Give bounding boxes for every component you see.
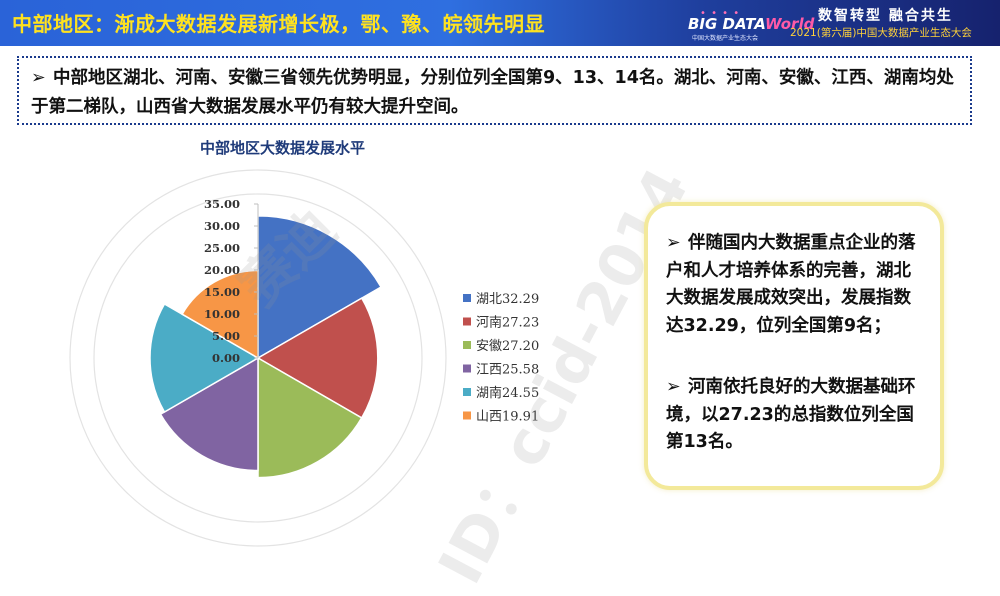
- pie-slice-湖南: [149, 302, 260, 414]
- bullet-arrow-icon: ➢: [666, 233, 681, 253]
- legend-label: 江西25.58: [476, 363, 539, 378]
- callout-point-1: ➢ 伴随国内大数据重点企业的落户和人才培养体系的完善，湖北大数据发展成效突出，发展…: [666, 230, 928, 340]
- bullet-arrow-icon: ➢: [666, 377, 681, 397]
- pie-slice-湖北: [257, 215, 383, 360]
- radial-tick-label: 0.00: [212, 351, 240, 365]
- chart-ring: [69, 169, 447, 547]
- legend-label: 湖南24.55: [476, 385, 539, 401]
- pie-slice-江西: [159, 356, 259, 472]
- legend-swatch: [463, 364, 471, 373]
- radial-tick-label: 25.00: [204, 241, 240, 255]
- polar-area-chart: 35.00 30.00 25.00 20.00 15.00 10.00 5.00 0.00 湖…: [69, 169, 539, 547]
- pie-slice-河南: [256, 297, 379, 419]
- radial-tick-label: 15.00: [204, 285, 240, 299]
- summary-body: 中部地区湖北、河南、安徽三省领先优势明显，分别位列全国第9、13、14名。湖北、…: [31, 68, 954, 117]
- legend-swatch: [463, 341, 471, 349]
- radial-tick-label: 10.00: [204, 307, 240, 321]
- legend-label: 安徽27.20: [476, 339, 539, 354]
- slogan: 数智转型 融合共生: [818, 8, 953, 24]
- pie-slice-安徽: [257, 356, 363, 479]
- bigdata-world-logo: • • • • BIG DATAWorld 中国大数据产业生态大会: [688, 6, 814, 42]
- summary-box: ➢ 中部地区湖北、河南、安徽三省领先优势明显，分别位列全国第9、13、14名。湖北…: [17, 56, 972, 125]
- legend-swatch: [463, 294, 471, 302]
- radial-tick-label: 5.00: [212, 329, 240, 343]
- radial-tick-label: 20.00: [204, 263, 240, 277]
- logo-text: BIG DATAWorld: [688, 15, 815, 33]
- legend-swatch: [463, 317, 471, 326]
- conference-name: 2021(第六届)中国大数据产业生态大会: [790, 27, 972, 39]
- callout-box: ➢ 伴随国内大数据重点企业的落户和人才培养体系的完善，湖北大数据发展成效突出，发展…: [644, 202, 944, 490]
- logo-dots-icon: • • • •: [700, 8, 741, 19]
- chart-ring: [93, 193, 423, 523]
- summary-text: ➢ 中部地区湖北、河南、安徽三省领先优势明显，分别位列全国第9、13、14名。湖北…: [31, 64, 966, 122]
- legend-swatch: [463, 411, 471, 420]
- logo-subtext: 中国大数据产业生态大会: [692, 35, 759, 42]
- legend-label: 山西19.91: [476, 410, 539, 425]
- radial-tick-label: 30.00: [204, 219, 240, 233]
- chart-title: 中部地区大数据发展水平: [200, 139, 366, 157]
- bullet-arrow-icon: ➢: [31, 68, 46, 88]
- legend-label: 河南27.23: [476, 315, 539, 331]
- legend-label: 湖北32.29: [476, 292, 539, 307]
- header-bar: 中部地区：渐成大数据发展新增长极，鄂、豫、皖领先明显 • • • • BIG D…: [0, 0, 1000, 46]
- page-title: 中部地区：渐成大数据发展新增长极，鄂、豫、皖领先明显: [12, 12, 545, 36]
- callout-point-2: ➢ 河南依托良好的大数据基础环境，以27.23的总指数位列全国第13名。: [666, 374, 928, 457]
- radial-tick-label: 35.00: [204, 197, 240, 211]
- legend-swatch: [463, 388, 471, 396]
- pie-slice-山西: [181, 269, 259, 360]
